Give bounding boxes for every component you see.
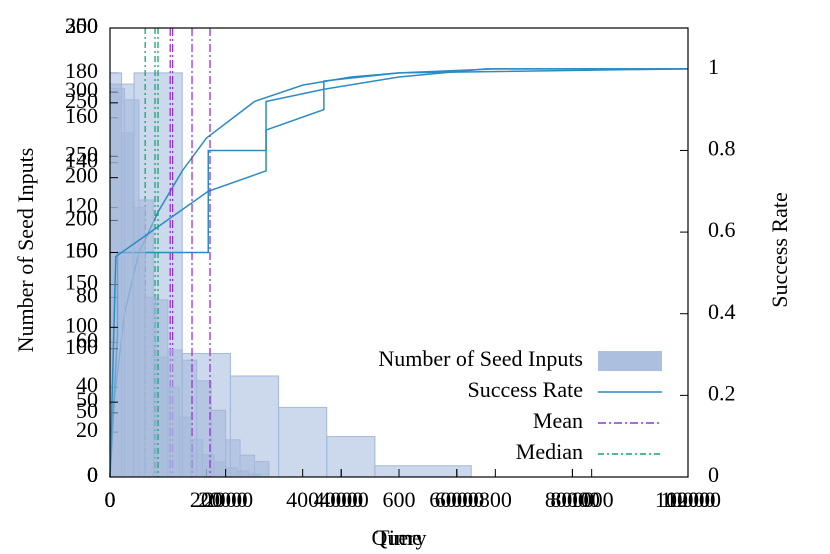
y2-tick-label: 0.8 [708,136,736,161]
x-axis-label: Query [372,525,427,550]
y-tick-label: 100 [65,312,98,337]
y-tick-label: 300 [65,77,98,102]
y-tick-label: 50 [76,387,98,412]
histogram-bar [236,470,250,478]
y-tick-label: 0 [87,462,98,487]
histogram-bar [201,454,215,478]
x-tick-label: 20000 [198,487,253,512]
y-tick-label: 200 [65,13,98,38]
legend-label: Success Rate [468,377,583,402]
legend-swatch [598,351,662,371]
x-tick-label: 1000 [570,487,614,512]
legend-label: Number of Seed Inputs [378,346,583,371]
x-tick-label: 1200 [666,487,710,512]
y-tick-label: 180 [65,58,98,83]
y-tick-label: 350 [65,13,98,38]
y-tick-label: 160 [65,103,98,128]
y-tick-label: 300 [65,13,98,38]
y-tick-label: 100 [65,238,98,263]
histogram-bar [190,439,203,478]
y2-tick-label: 0.2 [708,380,736,405]
x-tick-label: 0 [105,487,116,512]
histogram-bar [121,132,134,478]
y2-tick-label: 0 [708,462,719,487]
plot-frame [109,27,689,478]
x-tick-label: 4000 [319,487,363,512]
x-tick-label: 40000 [314,487,369,512]
success-rate-line [109,68,689,478]
y-tick-label: 150 [65,238,98,263]
y-tick-label: 20 [76,417,98,442]
y-tick-label: 200 [65,163,98,188]
y-tick-label: 0 [87,462,98,487]
histogram-bar [178,416,192,478]
x-tick-label: 0 [105,487,116,512]
y-tick-label: 80 [76,282,98,307]
y-tick-label: 0 [87,462,98,487]
histogram-bar [167,386,180,478]
x-tick-label: 6000 [435,487,479,512]
x-tick-label: 400 [286,487,319,512]
y-tick-label: 60 [76,327,98,352]
y-tick-label: 140 [65,148,98,173]
y-tick-label: 250 [65,141,98,166]
y-tick-label: 100 [65,334,98,359]
y2-tick-label: 0.6 [708,217,736,242]
x-tick-label: 80000 [545,487,600,512]
y-tick-label: 40 [76,372,98,397]
y-tick-label: 50 [76,398,98,423]
y2-tick-label: 0.4 [708,299,736,324]
x-tick-label: 100000 [655,487,721,512]
y-axis-label: Number of Seed Inputs [13,148,38,353]
histogram-bar [155,356,169,478]
y-tick-label: 250 [65,88,98,113]
x-tick-label: 10000 [661,487,716,512]
x-tick-label: 600 [383,487,416,512]
x-axis-label: Time [376,525,422,550]
histogram-bar [132,207,146,478]
y-tick-label: 150 [65,270,98,295]
histogram-bar [225,467,238,478]
histogram-bar [278,406,328,478]
legend-label: Mean [533,408,583,433]
legend-label: Median [516,439,583,464]
y-tick-label: 120 [65,193,98,218]
x-tick-label: 60000 [429,487,484,512]
x-tick-label: 200 [190,487,223,512]
y-tick-label: 200 [65,205,98,230]
histogram-bar [213,461,227,478]
histogram-bar [144,296,157,478]
x-tick-label: 2000 [204,487,248,512]
y2-tick-label: 1 [708,54,719,79]
x-tick-label: 0 [105,487,116,512]
x-tick-label: 800 [479,487,512,512]
histogram-bar [326,436,376,478]
y2-axis-label: Success Rate [767,192,792,307]
x-tick-label: 8000 [550,487,594,512]
